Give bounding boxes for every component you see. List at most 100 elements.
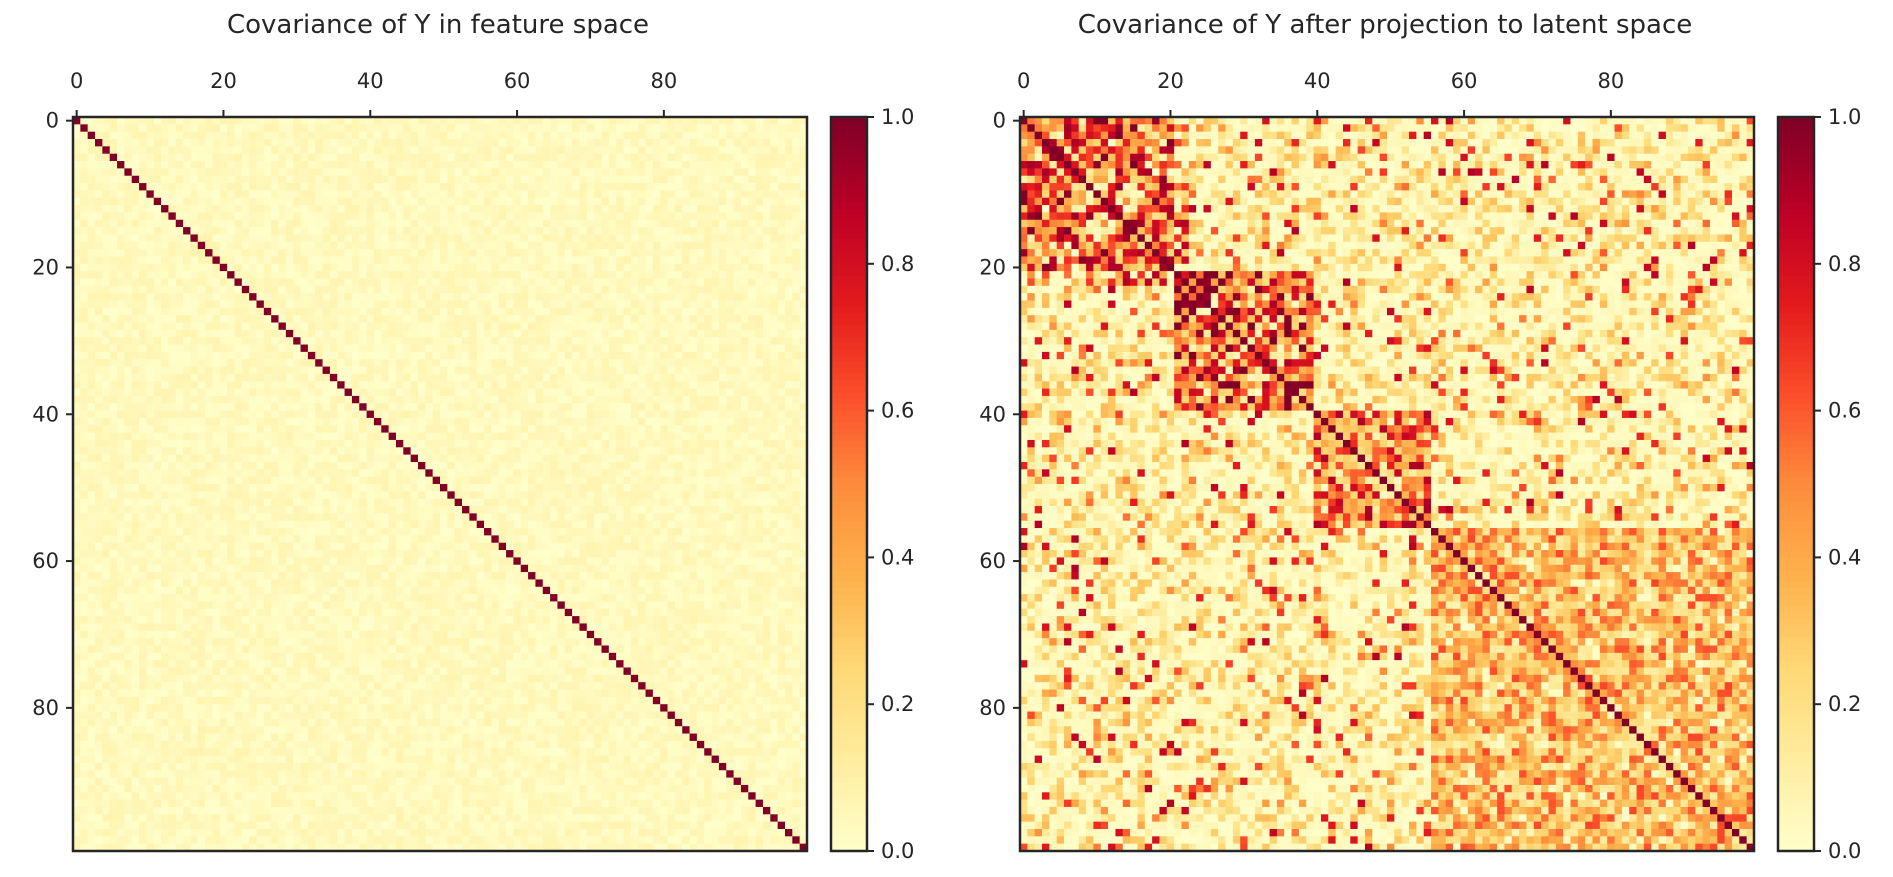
heatmap-cell (220, 132, 228, 140)
heatmap-cell (352, 447, 360, 455)
heatmap-cell (418, 447, 426, 455)
heatmap-cell (110, 455, 118, 463)
heatmap-cell (631, 330, 639, 338)
heatmap-cell (609, 308, 617, 316)
heatmap-cell (411, 308, 419, 316)
heatmap-cell (403, 198, 411, 206)
heatmap-cell (682, 132, 690, 140)
heatmap-cell (778, 330, 786, 338)
heatmap-cell (778, 183, 786, 191)
heatmap-cell (675, 278, 683, 286)
heatmap-cell (139, 433, 147, 441)
heatmap-cell (631, 359, 639, 367)
heatmap-cell (646, 477, 654, 485)
heatmap-cell (565, 249, 573, 257)
heatmap-cell (337, 396, 345, 404)
heatmap-cell (668, 403, 676, 411)
heatmap-cell (601, 293, 609, 301)
heatmap-cell (778, 264, 786, 272)
heatmap-cell (624, 447, 632, 455)
heatmap-cell (682, 411, 690, 419)
heatmap-cell (80, 447, 88, 455)
heatmap-cell (227, 455, 235, 463)
heatmap-cell (234, 190, 242, 198)
heatmap-cell (535, 308, 543, 316)
heatmap-cell (624, 183, 632, 191)
heatmap-cell (168, 220, 176, 228)
heatmap-cell (132, 403, 140, 411)
heatmap-cell (763, 403, 771, 411)
heatmap-cell (315, 455, 323, 463)
heatmap-cell (756, 455, 764, 463)
heatmap-cell (447, 264, 455, 272)
heatmap-cell (301, 396, 309, 404)
heatmap-cell (535, 256, 543, 264)
heatmap-cell (565, 234, 573, 242)
heatmap-cell (455, 462, 463, 470)
heatmap-cell (205, 411, 213, 419)
heatmap-cell (646, 433, 654, 441)
heatmap-cell (315, 198, 323, 206)
heatmap-cell (190, 374, 198, 382)
heatmap-cell (690, 154, 698, 162)
heatmap-cell (257, 264, 265, 272)
heatmap-cell (719, 411, 727, 419)
heatmap-cell (190, 190, 198, 198)
heatmap-cell (367, 411, 375, 419)
heatmap-cell (403, 176, 411, 184)
heatmap-cell (176, 220, 184, 228)
heatmap-cell (741, 234, 749, 242)
heatmap-cell (521, 139, 529, 147)
heatmap-cell (513, 389, 521, 397)
heatmap-cell (579, 345, 587, 353)
heatmap-cell (183, 249, 191, 257)
heatmap-cell (462, 403, 470, 411)
heatmap-cell (638, 469, 646, 477)
heatmap-cell (513, 308, 521, 316)
heatmap-cell (756, 403, 764, 411)
heatmap-cell (389, 132, 397, 140)
heatmap-cell (543, 308, 551, 316)
heatmap-cell (168, 403, 176, 411)
heatmap-cell (330, 381, 338, 389)
heatmap-cell (88, 256, 96, 264)
heatmap-cell (323, 161, 331, 169)
heatmap-cell (389, 330, 397, 338)
heatmap-cell (616, 469, 624, 477)
heatmap-cell (359, 168, 367, 176)
heatmap-cell (315, 447, 323, 455)
heatmap-cell (220, 212, 228, 220)
heatmap-cell (234, 308, 242, 316)
heatmap-cell (168, 183, 176, 191)
heatmap-cell (271, 256, 279, 264)
heatmap-cell (227, 205, 235, 213)
heatmap-cell (249, 176, 257, 184)
heatmap-cell (396, 462, 404, 470)
heatmap-cell (572, 396, 580, 404)
heatmap-cell (337, 403, 345, 411)
heatmap-cell (161, 264, 169, 272)
heatmap-cell (550, 330, 558, 338)
heatmap-cell (594, 345, 602, 353)
heatmap-cell (117, 374, 125, 382)
heatmap-cell (513, 256, 521, 264)
heatmap-cell (374, 176, 382, 184)
heatmap-cell (279, 146, 287, 154)
heatmap-cell (110, 139, 118, 147)
heatmap-cell (293, 183, 301, 191)
heatmap-cell (484, 146, 492, 154)
heatmap-cell (146, 271, 154, 279)
heatmap-cell (690, 440, 698, 448)
heatmap-cell (543, 337, 551, 345)
heatmap-cell (176, 205, 184, 213)
heatmap-cell (491, 462, 499, 470)
heatmap-cell (756, 271, 764, 279)
heatmap-cell (234, 315, 242, 323)
heatmap-cell (389, 198, 397, 206)
heatmap-cell (778, 176, 786, 184)
heatmap-cell (110, 345, 118, 353)
heatmap-cell (117, 227, 125, 235)
heatmap-cell (212, 278, 220, 286)
heatmap-cell (271, 425, 279, 433)
heatmap-cell (95, 352, 103, 360)
